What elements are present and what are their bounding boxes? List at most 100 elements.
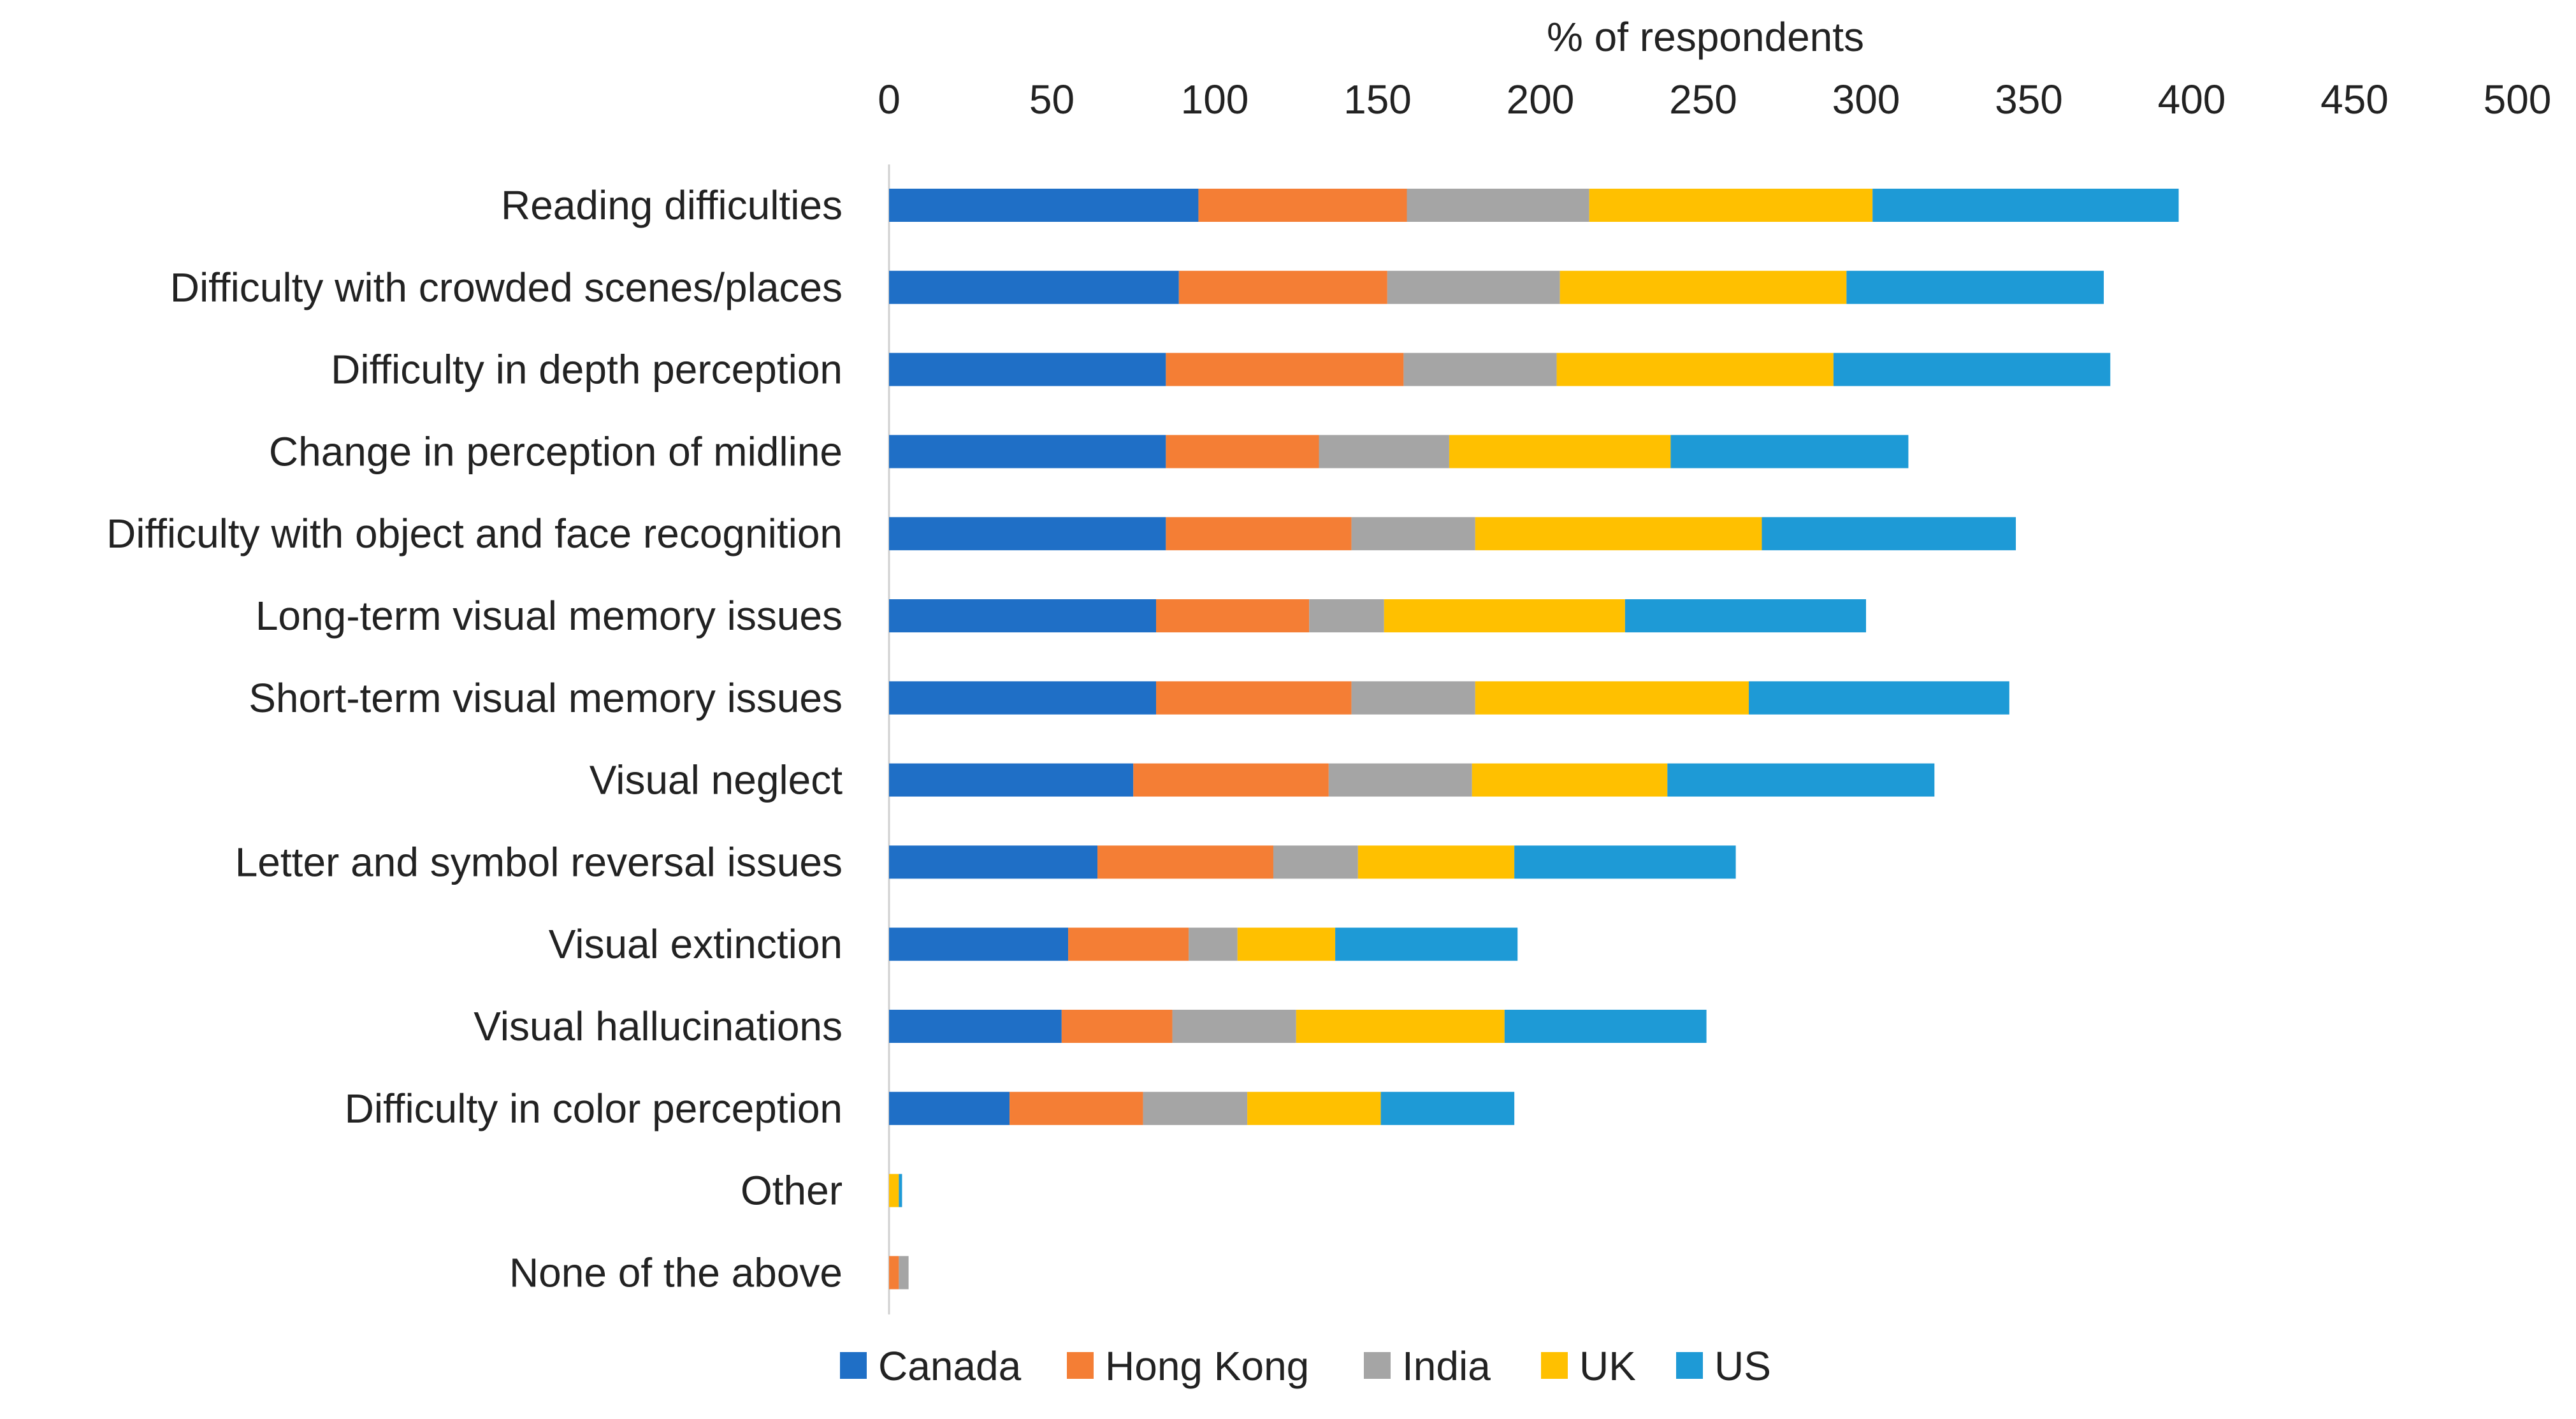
bar-segment-india — [1351, 517, 1475, 551]
x-tick-label: 450 — [2320, 76, 2389, 122]
bar-segment-uk — [1247, 1091, 1381, 1125]
bar-segment-uk — [1475, 517, 1762, 551]
legend-label-india: India — [1402, 1343, 1491, 1389]
bar-segment-uk — [1472, 763, 1668, 797]
bar-segment-hong-kong — [1009, 1091, 1143, 1125]
bar-segment-us — [1749, 681, 2009, 715]
bar-segment-canada — [889, 599, 1157, 632]
category-label: Other — [741, 1168, 843, 1214]
bar-segment-india — [1407, 189, 1589, 222]
bar-segment-uk — [1357, 845, 1515, 879]
bar-segment-us — [1514, 845, 1736, 879]
category-label: Difficulty with crowded scenes/places — [170, 265, 843, 310]
x-axis-title: % of respondents — [1547, 14, 1864, 60]
bar-segment-hong-kong — [1133, 763, 1329, 797]
x-tick-label: 500 — [2484, 76, 2552, 122]
bar-segment-us — [1846, 270, 2104, 304]
category-label: Difficulty in depth perception — [331, 347, 843, 393]
bar-segment-us — [1335, 928, 1518, 961]
category-label: Difficulty in color perception — [345, 1086, 843, 1132]
bar-segment-canada — [889, 189, 1199, 222]
bar-segment-us — [899, 1174, 902, 1207]
bar-segment-india — [1143, 1091, 1248, 1125]
bar-segment-canada — [889, 845, 1098, 879]
bar-segment-india — [1387, 270, 1560, 304]
bar-segment-india — [1309, 599, 1384, 632]
bar-segment-us — [1872, 189, 2179, 222]
x-tick-label: 400 — [2158, 76, 2226, 122]
bar-segment-canada — [889, 1010, 1062, 1043]
bar-segment-hong-kong — [889, 1256, 899, 1290]
category-labels: Reading difficulties Difficulty with crow… — [106, 182, 843, 1295]
legend: Canada Hong Kong India UK US — [840, 1343, 1771, 1389]
category-label: Change in perception of midline — [269, 428, 843, 474]
x-tick-label: 50 — [1029, 76, 1075, 122]
category-label: Difficulty with object and face recognit… — [106, 511, 843, 557]
legend-label-canada: Canada — [878, 1343, 1022, 1389]
x-tick-label: 350 — [1995, 76, 2063, 122]
bar-segment-hong-kong — [1166, 435, 1319, 469]
bar-segment-canada — [889, 353, 1166, 386]
legend-swatch-us — [1676, 1352, 1703, 1379]
bar-segment-canada — [889, 1091, 1010, 1125]
bar-segment-india — [1172, 1010, 1296, 1043]
category-label: Short-term visual memory issues — [249, 675, 843, 721]
bar-segment-us — [1380, 1091, 1515, 1125]
bar-segment-canada — [889, 435, 1166, 469]
legend-swatch-hong-kong — [1067, 1352, 1094, 1379]
category-label: Reading difficulties — [501, 182, 843, 228]
category-label: Letter and symbol reversal issues — [235, 839, 843, 885]
bar-segment-us — [1504, 1010, 1707, 1043]
x-axis-ticks: 0 50 100 150 200 250 300 350 400 450 500 — [878, 76, 2551, 122]
x-tick-label: 200 — [1507, 76, 1575, 122]
legend-swatch-canada — [840, 1352, 867, 1379]
category-label: None of the above — [509, 1249, 843, 1295]
bar-segment-india — [1351, 681, 1475, 715]
bar-segment-uk — [889, 1174, 899, 1207]
bar-segment-us — [1670, 435, 1909, 469]
bar-segment-uk — [1556, 353, 1834, 386]
bar-segment-uk — [1384, 599, 1625, 632]
bar-segment-canada — [889, 681, 1157, 715]
bar-segment-us — [1762, 517, 2016, 551]
bar-segment-hong-kong — [1178, 270, 1387, 304]
bar-segment-uk — [1237, 928, 1336, 961]
bar-segment-hong-kong — [1166, 517, 1352, 551]
bar-segment-india — [1328, 763, 1472, 797]
bar-segment-canada — [889, 270, 1179, 304]
bar-segment-uk — [1559, 270, 1847, 304]
bar-segment-india — [1319, 435, 1449, 469]
bar-segment-us — [1624, 599, 1866, 632]
bar-segment-uk — [1296, 1010, 1505, 1043]
bar-segment-uk — [1449, 435, 1671, 469]
x-tick-label: 250 — [1669, 76, 1737, 122]
legend-swatch-uk — [1541, 1352, 1568, 1379]
bar-segment-hong-kong — [1097, 845, 1273, 879]
category-label: Visual hallucinations — [474, 1003, 843, 1049]
bar-segment-canada — [889, 928, 1069, 961]
bar-segment-uk — [1589, 189, 1873, 222]
legend-swatch-india — [1364, 1352, 1391, 1379]
bar-segment-india — [1189, 928, 1238, 961]
bar-segment-hong-kong — [1156, 681, 1352, 715]
x-tick-label: 0 — [878, 76, 901, 122]
legend-label-us: US — [1714, 1343, 1771, 1389]
bar-segments — [889, 189, 2179, 1290]
bar-segment-canada — [889, 517, 1166, 551]
bar-segment-hong-kong — [1068, 928, 1189, 961]
bar-segment-uk — [1475, 681, 1749, 715]
category-label: Long-term visual memory issues — [256, 593, 843, 639]
x-tick-label: 300 — [1832, 76, 1900, 122]
x-tick-label: 150 — [1343, 76, 1412, 122]
category-label: Visual neglect — [590, 757, 843, 803]
bar-segment-india — [899, 1256, 909, 1290]
legend-label-uk: UK — [1579, 1343, 1636, 1389]
bar-segment-india — [1273, 845, 1358, 879]
bar-segment-hong-kong — [1198, 189, 1407, 222]
bar-segment-hong-kong — [1156, 599, 1310, 632]
bar-segment-india — [1403, 353, 1557, 386]
legend-label-hong-kong: Hong Kong — [1105, 1343, 1309, 1389]
category-label: Visual extinction — [549, 921, 843, 967]
bar-segment-us — [1833, 353, 2111, 386]
